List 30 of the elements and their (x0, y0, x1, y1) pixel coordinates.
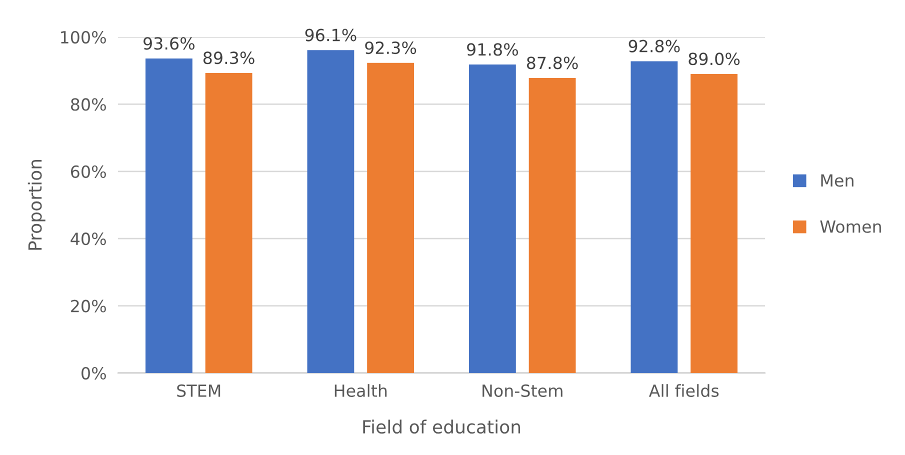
y-tick-label: 60% (71, 165, 106, 178)
data-label: 87.8% (526, 56, 578, 70)
legend-label: Women (820, 220, 881, 233)
bar (146, 58, 192, 373)
legend-label: Men (821, 174, 854, 187)
bar (469, 64, 516, 373)
data-label: 89.3% (203, 52, 254, 64)
y-axis-title: Proportion (28, 160, 46, 250)
data-label: 96.1% (305, 28, 356, 42)
x-tick-label: All fields (648, 384, 719, 398)
y-tick-label: 40% (70, 232, 106, 246)
x-tick-label: Non-Stem (482, 384, 562, 398)
x-tick-label: STEM (177, 384, 220, 398)
bar (307, 50, 354, 373)
data-label: 89.0% (688, 52, 740, 66)
y-tick-label: 100% (61, 30, 106, 44)
y-tick-label: 0% (82, 366, 106, 380)
data-label: 92.8% (628, 40, 680, 52)
bar (630, 61, 678, 373)
data-label: 91.8% (467, 43, 518, 56)
x-tick-label: Health (334, 384, 387, 398)
bar (528, 78, 576, 373)
bar (367, 62, 414, 373)
y-tick-label: 20% (71, 300, 106, 312)
data-label: 92.3% (365, 41, 416, 54)
bar (690, 74, 738, 373)
data-label: 93.6% (144, 37, 195, 50)
x-axis-title: Field of education (363, 420, 520, 434)
bar (205, 72, 252, 373)
y-tick-label: 80% (70, 98, 106, 111)
